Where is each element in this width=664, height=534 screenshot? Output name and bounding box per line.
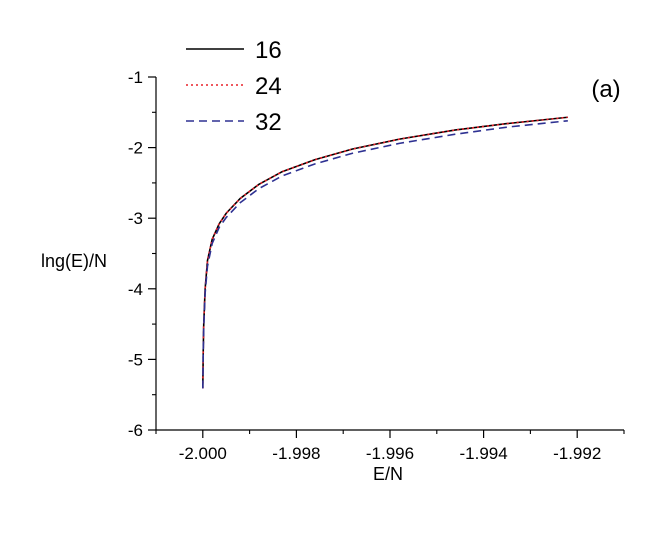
legend-label-32: 32	[255, 109, 282, 136]
series-line-32	[202, 119, 568, 389]
y-tick-label: -6	[128, 421, 143, 440]
series-line-24	[202, 116, 568, 389]
y-tick-label: -3	[128, 209, 143, 228]
x-tick-label: -1.998	[272, 444, 320, 463]
series-line-16	[202, 116, 568, 389]
legend-label-16: 16	[255, 37, 282, 64]
x-tick-label: -1.992	[553, 444, 601, 463]
panel-label: (a)	[591, 76, 620, 103]
y-tick-label: -1	[128, 68, 143, 87]
axes	[155, 77, 624, 431]
y-tick-label: -5	[128, 350, 143, 369]
legend: 16 24 32	[186, 37, 282, 136]
series-lines	[202, 116, 568, 389]
x-tick-label: -2.000	[179, 444, 227, 463]
legend-label-24: 24	[255, 73, 282, 100]
x-tick-label: -1.994	[459, 444, 507, 463]
x-tick-label: -1.996	[366, 444, 414, 463]
axis-ticks: -2.000 -1.998 -1.996 -1.994 -1.992 -6 -5 -4 -3 -2…	[128, 68, 625, 463]
y-tick-label: -4	[128, 280, 143, 299]
y-tick-label: -2	[128, 139, 143, 158]
x-axis-label: E/N	[373, 464, 403, 484]
y-axis-label: lng(E)/N	[41, 251, 107, 271]
